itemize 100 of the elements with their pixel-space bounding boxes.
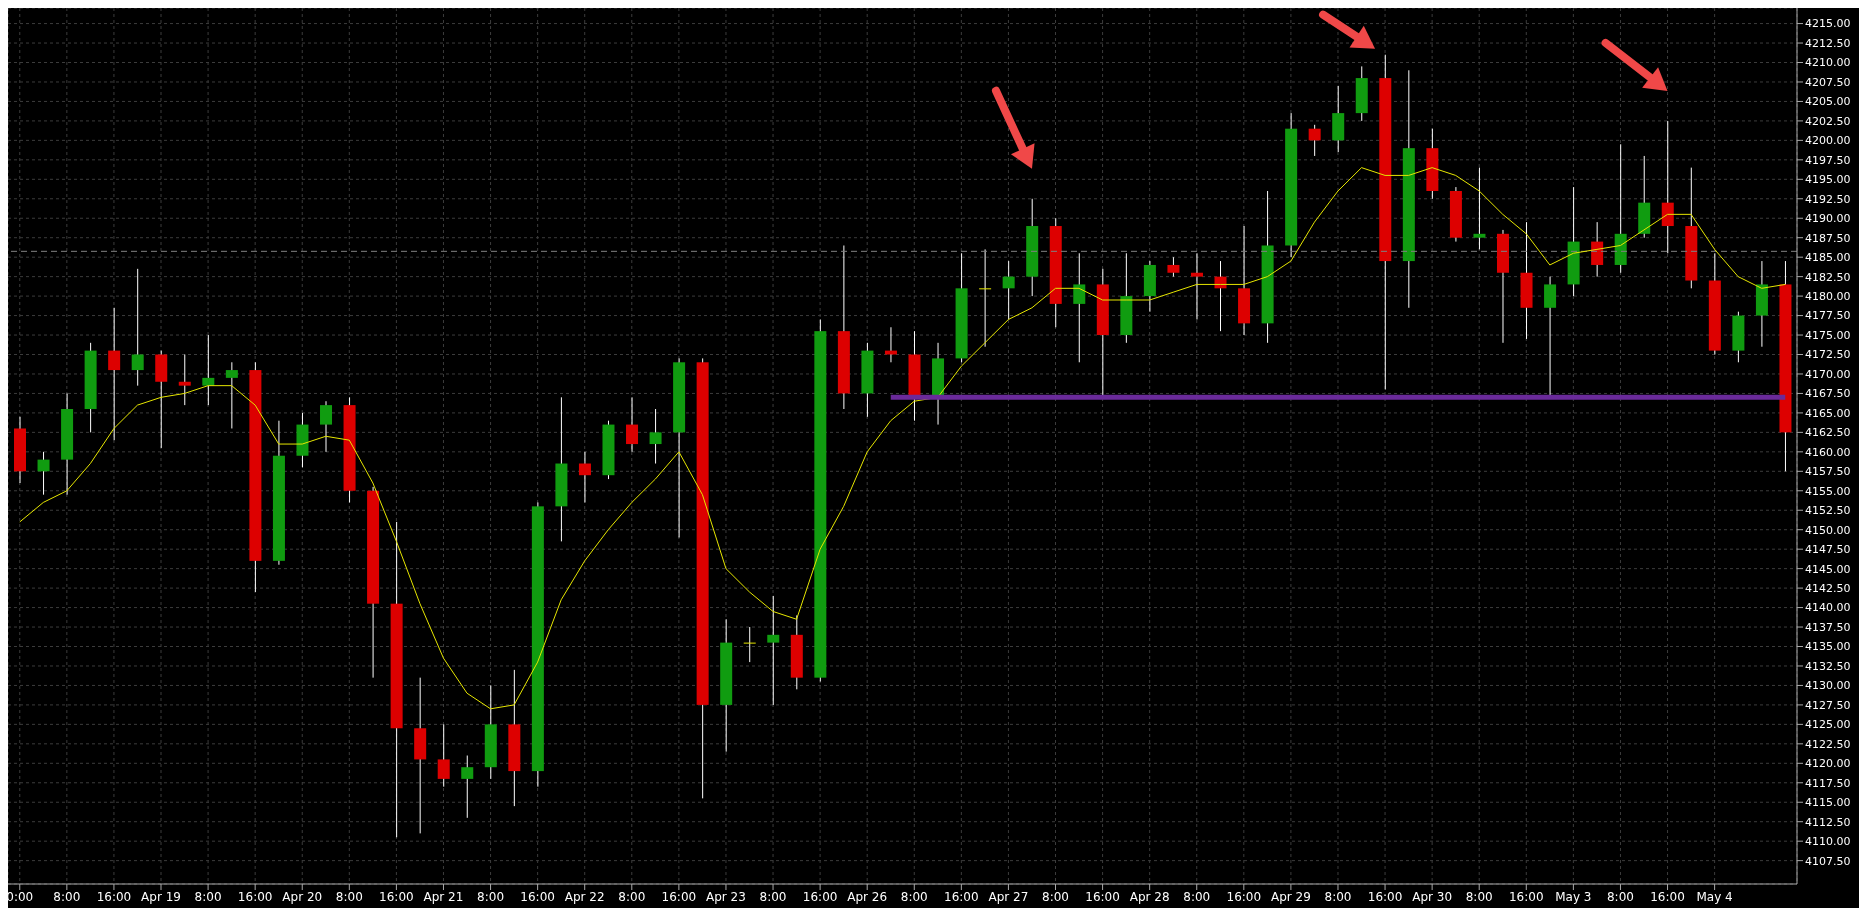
x-tick-label: 16:00 [802, 889, 838, 904]
candlestick [649, 408, 662, 465]
candlestick [626, 396, 639, 453]
y-tick-label: 4210.00 [1805, 56, 1851, 70]
y-tick-label: 4177.50 [1805, 309, 1851, 323]
candlestick [320, 400, 333, 453]
line-series [19, 167, 1786, 710]
x-tick-label: 8:00 [1465, 889, 1493, 904]
y-tick-label: 4197.50 [1805, 153, 1851, 167]
y-tick-label: 4157.50 [1805, 465, 1851, 479]
x-tick-label: 8:00 [900, 889, 928, 904]
y-tick-label: 4130.00 [1805, 679, 1851, 693]
x-tick-label: Apr 26 [847, 889, 888, 904]
x-tick-label: Apr 22 [564, 889, 605, 904]
x-tick-label: 8:00 [1324, 889, 1352, 904]
y-tick-label: 4182.50 [1805, 270, 1851, 284]
candlestick [225, 361, 238, 429]
y-tick-label: 4180.00 [1805, 290, 1851, 304]
y-tick-label: 4147.50 [1805, 543, 1851, 557]
y-tick-label: 4145.00 [1805, 562, 1851, 576]
y-tick-label: 4212.50 [1805, 36, 1851, 50]
y-tick-label: 4125.00 [1805, 718, 1851, 732]
candlestick [37, 451, 50, 496]
y-tick-label: 4215.00 [1805, 17, 1851, 31]
candlestick [1167, 256, 1180, 278]
y-tick-label: 4127.50 [1805, 698, 1851, 712]
y-tick-label: 4112.50 [1805, 815, 1851, 829]
y-tick-label: 4172.50 [1805, 348, 1851, 362]
y-tick-label: 4207.50 [1805, 75, 1851, 89]
x-tick-label: 8:00 [1042, 889, 1069, 904]
candlestick [1661, 120, 1674, 254]
x-tick-label: 0:00 [6, 889, 34, 904]
candlestick [1002, 260, 1015, 320]
y-tick-label: 4135.00 [1805, 640, 1851, 654]
candlestick [108, 307, 121, 441]
y-tick-label: 4137.50 [1805, 620, 1851, 634]
y-tick-label: 4155.00 [1805, 484, 1851, 498]
x-tick-label: 16:00 [96, 889, 132, 904]
x-tick-label: 16:00 [1085, 889, 1120, 904]
y-tick-label: 4110.00 [1805, 835, 1851, 849]
x-tick-label: 16:00 [1509, 889, 1544, 904]
y-tick-label: 4202.50 [1805, 114, 1851, 128]
x-tick-label: 8:00 [618, 889, 646, 904]
candlestick [1473, 167, 1486, 250]
x-tick-label: 16:00 [379, 889, 414, 904]
x-tick-label: Apr 28 [1129, 889, 1170, 904]
candlestick [178, 354, 191, 406]
y-tick-label: 4115.00 [1805, 796, 1851, 810]
x-tick-label: Apr 27 [988, 889, 1029, 904]
y-tick-label: 4167.50 [1805, 387, 1851, 401]
candlestick [1190, 252, 1203, 320]
y-tick-label: 4120.00 [1805, 757, 1851, 771]
y-tick-label: 4117.50 [1805, 776, 1851, 790]
y-tick-label: 4205.00 [1805, 95, 1851, 109]
x-tick-label: 16:00 [520, 889, 555, 904]
candlestick [437, 723, 450, 788]
x-tick-label: 16:00 [1226, 889, 1262, 904]
y-tick-label: 4107.50 [1805, 854, 1851, 868]
candlestick [202, 334, 215, 406]
x-tick-label: Apr 21 [423, 889, 464, 904]
candlestick [461, 755, 474, 819]
candlestick [1073, 252, 1086, 363]
x-tick-label: 16:00 [237, 889, 273, 904]
candlestick [767, 595, 780, 706]
x-tick-label: 8:00 [335, 889, 363, 904]
x-tick-label: 8:00 [759, 889, 787, 904]
x-tick-label: 16:00 [661, 889, 697, 904]
candlestick [1308, 124, 1321, 157]
x-tick-label: Apr 23 [706, 889, 746, 904]
candlestick [979, 248, 992, 348]
y-tick-label: 4190.00 [1805, 212, 1851, 226]
candlestick [1591, 221, 1604, 278]
y-tick-label: 4195.00 [1805, 173, 1851, 187]
x-tick-label: Apr 30 [1412, 889, 1453, 904]
y-tick-label: 4170.00 [1805, 367, 1851, 381]
y-tick-label: 4132.50 [1805, 659, 1851, 673]
x-tick-label: 8:00 [53, 889, 81, 904]
y-tick-label: 4200.00 [1805, 134, 1851, 148]
x-tick-label: 16:00 [1367, 889, 1403, 904]
x-tick-label: Apr 20 [282, 889, 323, 904]
x-tick-label: Apr 29 [1270, 889, 1311, 904]
candlestick [578, 451, 591, 503]
y-tick-label: 4140.00 [1805, 601, 1851, 615]
x-tick-label: 8:00 [194, 889, 222, 904]
y-tick-label: 4150.00 [1805, 523, 1851, 537]
candlestick [743, 626, 756, 663]
y-tick-label: 4192.50 [1805, 192, 1851, 206]
x-tick-label: Apr 19 [141, 889, 181, 904]
candlestick [1544, 276, 1557, 398]
y-tick-label: 4162.50 [1805, 426, 1851, 440]
candlestick [884, 326, 897, 363]
y-tick-label: 4122.50 [1805, 737, 1851, 751]
y-tick-label: 4185.00 [1805, 251, 1851, 265]
y-tick-label: 4165.00 [1805, 406, 1851, 420]
x-tick-label: 16:00 [1650, 889, 1685, 904]
x-tick-label: 8:00 [1183, 889, 1211, 904]
x-tick-label: 16:00 [944, 889, 979, 904]
y-tick-label: 4142.50 [1805, 582, 1851, 596]
candlestick [131, 268, 144, 387]
x-tick-label: 8:00 [1606, 889, 1634, 904]
